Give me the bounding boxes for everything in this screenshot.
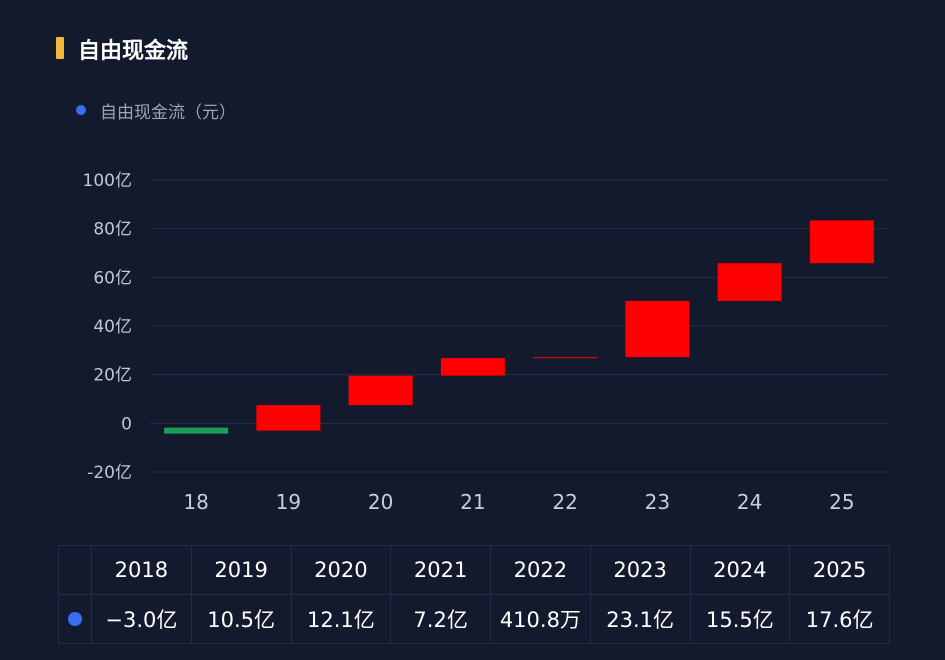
x-tick-label: 25 xyxy=(829,490,854,514)
table-value-cell: −3.0亿 xyxy=(91,594,192,644)
waterfall-bar[interactable] xyxy=(809,220,874,264)
title-accent-bar xyxy=(56,37,64,59)
x-tick-label: 22 xyxy=(552,490,577,514)
waterfall-chart: -20亿 0 20亿 40亿 60亿 80亿 100亿 18 19 20 21 22 23 24 25 xyxy=(83,171,888,514)
table-year-cell: 2018 xyxy=(91,545,192,595)
value-table: 2018 2019 2020 2021 2022 2023 2024 2025 … xyxy=(58,545,890,644)
table-value-cell: 7.2亿 xyxy=(390,594,491,644)
y-tick-label: -20亿 xyxy=(87,463,132,483)
x-tick-label: 23 xyxy=(645,490,670,514)
table-value-cell: 10.5亿 xyxy=(190,594,292,644)
table-year-cell: 2024 xyxy=(689,545,791,595)
table-row: −3.0亿 10.5亿 12.1亿 7.2亿 410.8万 23.1亿 15.5… xyxy=(58,594,890,644)
table-value-cell: 12.1亿 xyxy=(290,594,392,644)
y-tick-label: 20亿 xyxy=(93,366,132,386)
waterfall-bar[interactable] xyxy=(440,358,505,376)
x-tick-label: 18 xyxy=(183,490,208,514)
table-year-cell: 2019 xyxy=(190,545,292,595)
series-dot-icon xyxy=(68,612,82,626)
table-corner-cell xyxy=(58,545,92,595)
legend-label: 自由现金流（元） xyxy=(100,102,236,123)
y-tick-label: 0 xyxy=(121,414,132,434)
waterfall-bar[interactable] xyxy=(348,375,413,406)
x-tick-label: 24 xyxy=(737,490,762,514)
table-year-cell: 2020 xyxy=(290,545,392,595)
waterfall-bar[interactable] xyxy=(717,263,782,301)
table-year-cell: 2021 xyxy=(390,545,491,595)
table-value-cell: 17.6亿 xyxy=(789,594,890,644)
waterfall-bar[interactable] xyxy=(625,300,690,358)
legend[interactable]: 自由现金流（元） xyxy=(76,98,236,123)
y-tick-label: 60亿 xyxy=(93,268,132,288)
table-value-cell: 23.1亿 xyxy=(589,594,691,644)
y-tick-label: 40亿 xyxy=(93,317,132,337)
x-tick-label: 20 xyxy=(368,490,393,514)
table-value-cell: 15.5亿 xyxy=(689,594,791,644)
waterfall-bar[interactable] xyxy=(533,357,598,359)
waterfall-bar[interactable] xyxy=(256,405,321,431)
y-tick-label: 80亿 xyxy=(93,220,132,240)
table-year-cell: 2023 xyxy=(589,545,691,595)
waterfall-bar[interactable] xyxy=(164,427,229,434)
x-tick-label: 21 xyxy=(460,490,485,514)
table-year-cell: 2025 xyxy=(789,545,890,595)
x-tick-label: 19 xyxy=(276,490,301,514)
table-header-row: 2018 2019 2020 2021 2022 2023 2024 2025 xyxy=(58,545,890,595)
table-series-dot-cell xyxy=(58,594,92,644)
y-tick-label: 100亿 xyxy=(83,171,132,191)
chart-title: 自由现金流 xyxy=(78,39,189,64)
table-value-cell: 410.8万 xyxy=(490,594,591,644)
table-year-cell: 2022 xyxy=(490,545,591,595)
legend-dot-icon xyxy=(76,105,86,115)
